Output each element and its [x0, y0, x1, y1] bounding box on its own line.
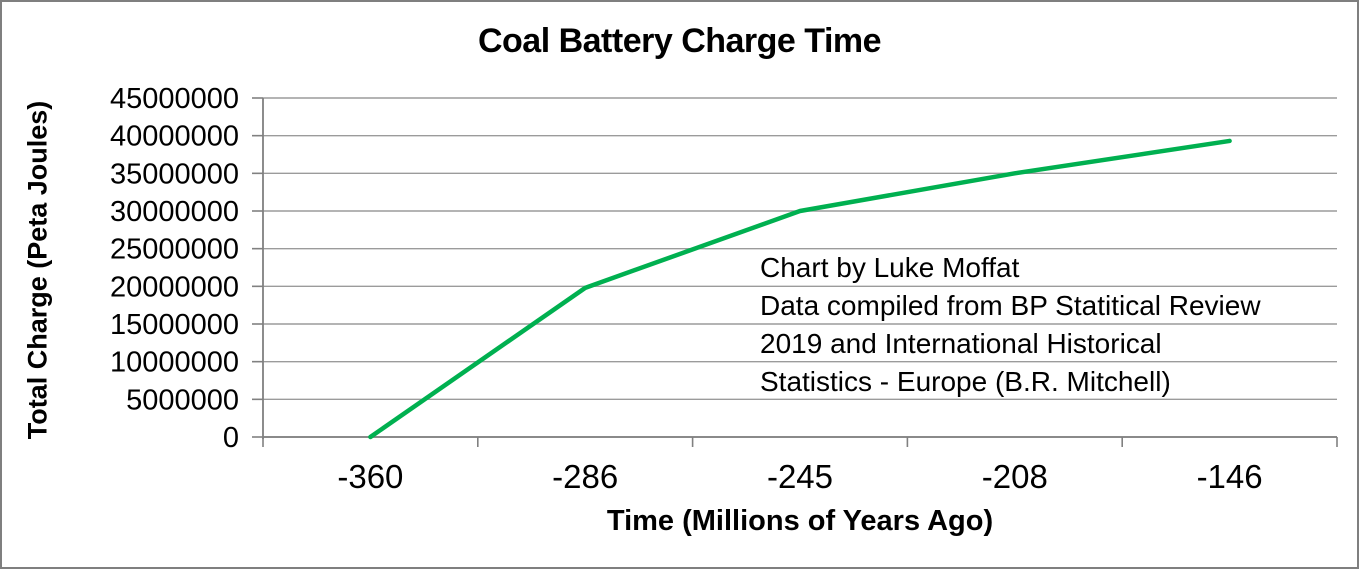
data-line-total-charge [368, 138, 1232, 440]
x-tick-label: -146 [1197, 458, 1263, 495]
chart-title: Coal Battery Charge Time [477, 22, 882, 60]
y-tick-label: 45000000 [110, 83, 239, 115]
y-tick-label: 25000000 [110, 234, 239, 266]
y-tick-label: 35000000 [110, 158, 239, 190]
y-tick-label: 0 [223, 422, 239, 454]
annotation-line: Statistics - Europe (B.R. Mitchell) [760, 366, 1171, 397]
annotation-line: Chart by Luke Moffat [760, 252, 1020, 283]
y-tick-label: 5000000 [126, 384, 239, 416]
x-tick-label: -245 [767, 458, 833, 495]
y-tick-label: 40000000 [110, 121, 239, 153]
y-tick-label: 15000000 [110, 309, 239, 341]
x-tick-label: -360 [337, 458, 403, 495]
annotation-line: 2019 and International Historical [760, 328, 1162, 359]
annotation-line: Data compiled from BP Statitical Review [760, 290, 1261, 321]
x-axis-title: Time (Millions of Years Ago) [606, 505, 994, 537]
x-tick-label: -286 [552, 458, 618, 495]
y-tick-label: 10000000 [110, 347, 239, 379]
x-tick-label: -208 [982, 458, 1048, 495]
y-tick-label: 20000000 [110, 271, 239, 303]
chart-annotation: Chart by Luke Moffat Data compiled from … [760, 249, 1261, 401]
y-tick-label: 30000000 [110, 196, 239, 228]
